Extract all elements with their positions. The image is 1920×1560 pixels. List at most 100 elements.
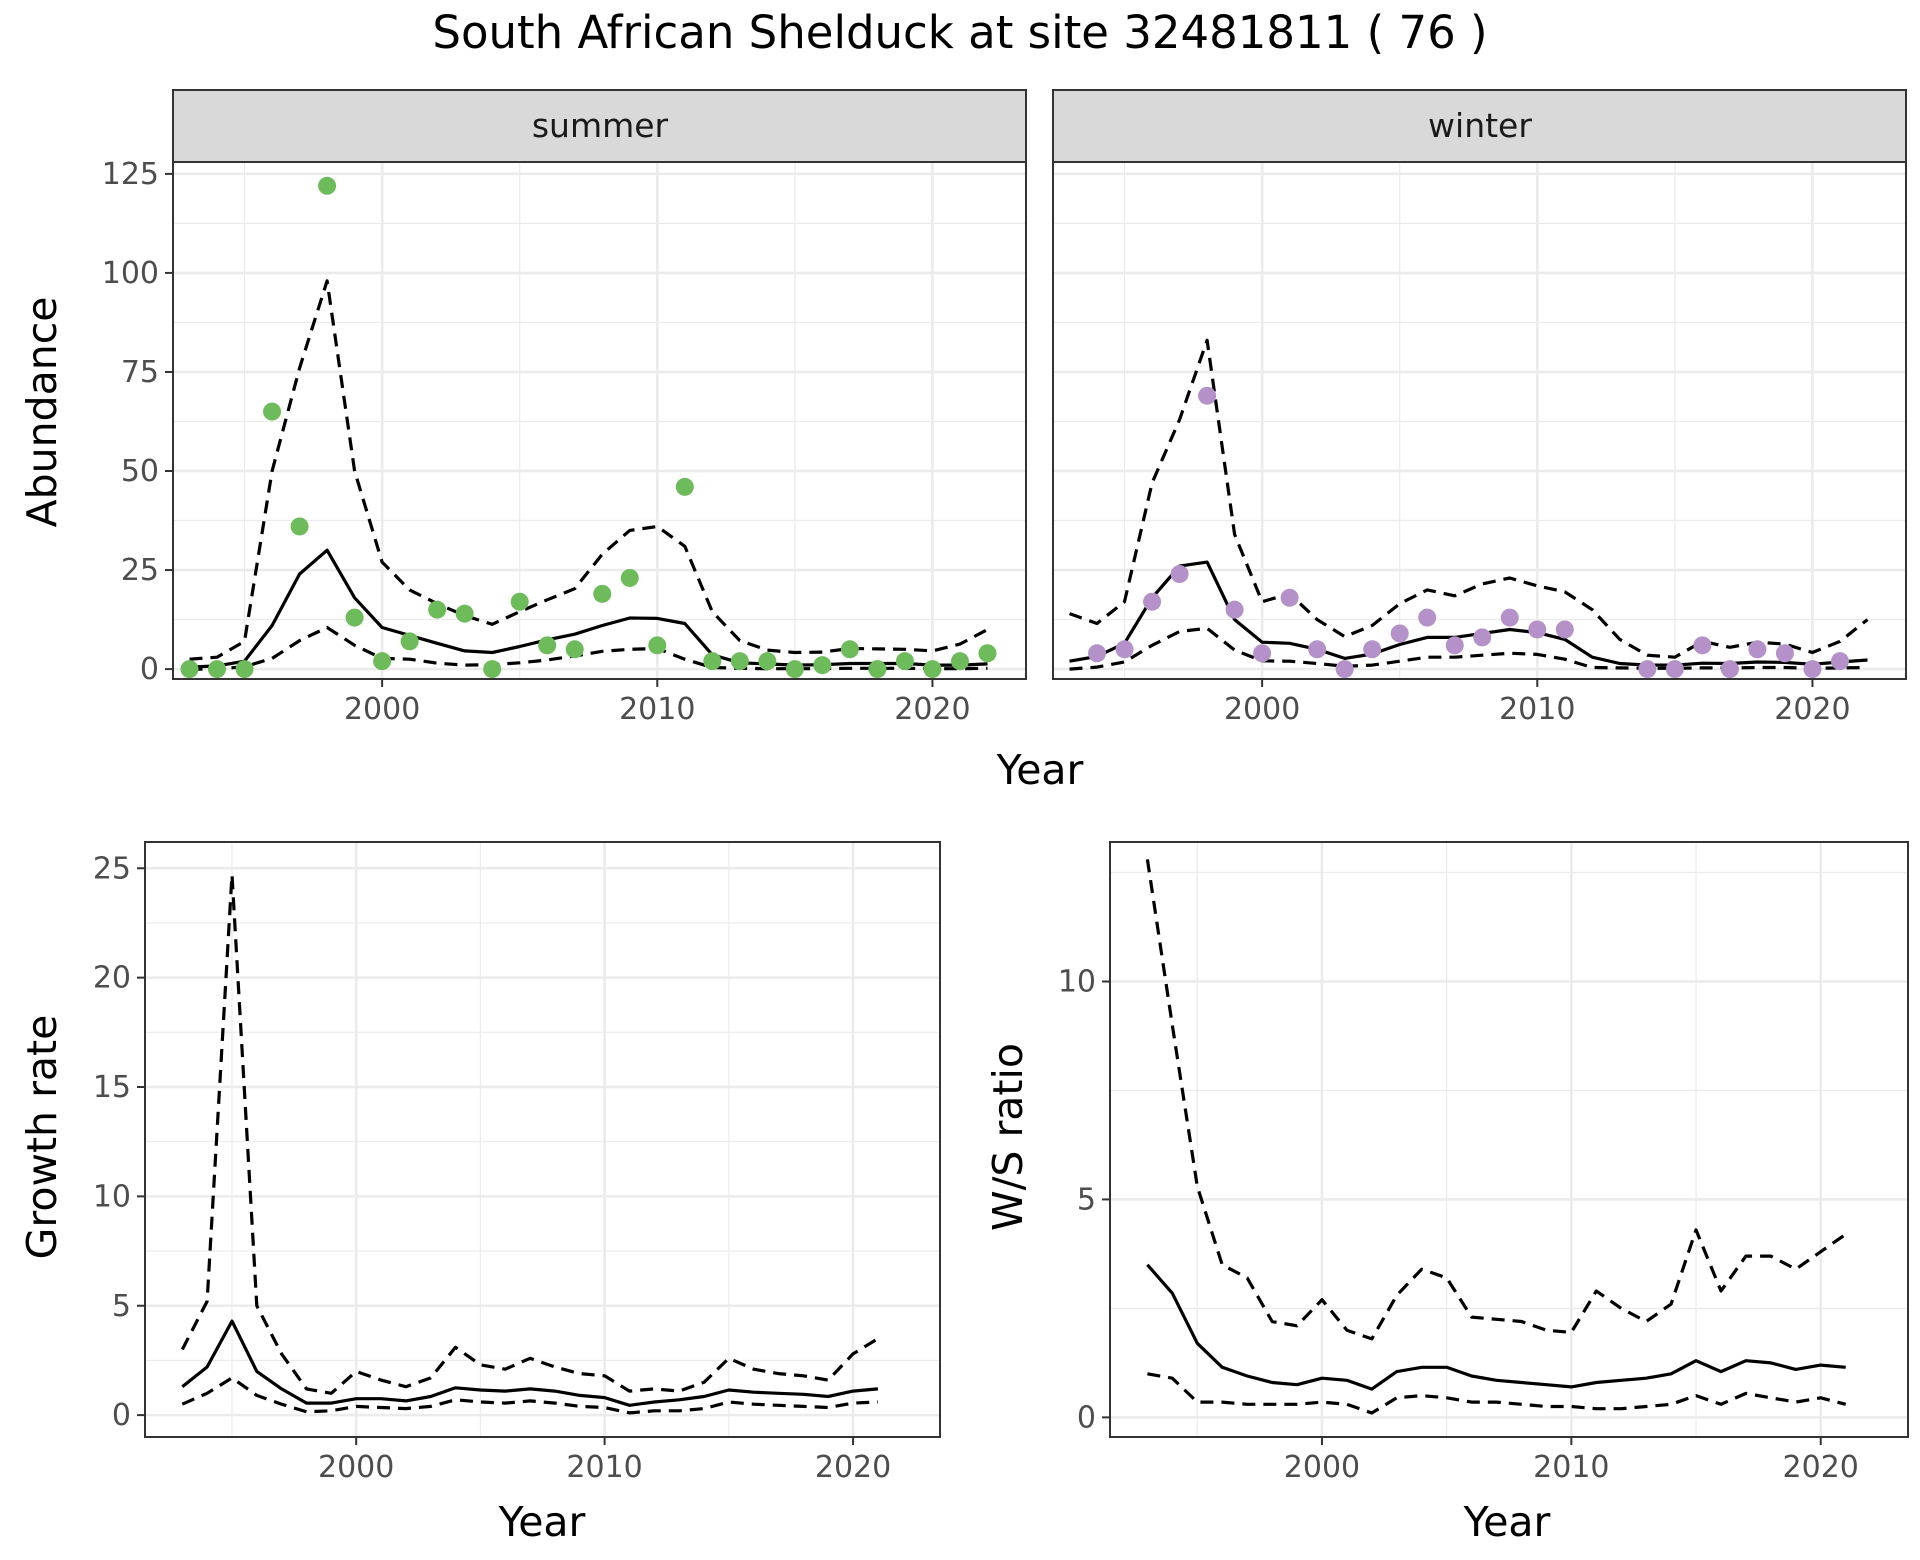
summer-data-point [593,584,612,603]
growth-y-tick-label: 5 [112,1289,131,1324]
ratio-y-tick-label: 5 [1077,1182,1096,1217]
summer-data-point [373,652,392,671]
summer-panel: summer 2000 2010 2020 0 25 50 75 100 125 [102,89,1027,727]
abundance-y-axis-label: Abundance [18,297,66,528]
winter-data-point [1638,660,1657,679]
winter-plot-area: 2000 2010 2020 [1052,161,1907,727]
growth-x-tick-label: 2010 [566,1450,642,1485]
summer-y-tick-label: 25 [121,553,159,588]
summer-data-point [758,652,777,671]
summer-x-tick-label: 2020 [894,692,970,727]
summer-y-tick-label: 0 [140,652,159,687]
summer-data-point [538,636,557,655]
growth-y-tick-label: 15 [93,1070,131,1105]
summer-plot-area: 2000 2010 2020 0 25 50 75 100 125 [102,157,1027,727]
growth-x-tick-label: 2020 [815,1450,891,1485]
winter-data-point [1308,640,1327,659]
summer-y-tick-label: 100 [102,256,159,291]
growth-upper-line [180,873,879,1395]
winter-data-point [1693,636,1712,655]
winter-data-point [1253,644,1272,663]
winter-data-point [1665,660,1684,679]
winter-upper-line [1068,338,1869,659]
winter-data-point [1500,608,1519,627]
winter-x-tick-label: 2020 [1774,692,1850,727]
figure-title: South African Shelduck at site 32481811 … [432,6,1487,59]
top-x-axis-label: Year [996,746,1084,794]
growth-estimate-line [181,1319,879,1407]
ratio-x-axis-label: Year [1463,1498,1551,1546]
summer-estimate-line [189,548,988,669]
winter-data-point [1775,644,1794,663]
summer-data-point [730,652,749,671]
winter-data-point [1363,640,1382,659]
ratio-x-tick-label: 2020 [1783,1450,1859,1485]
summer-data-point [675,477,694,496]
winter-data-point [1143,592,1162,611]
winter-data-point [1555,620,1574,639]
winter-data-point [1170,565,1189,584]
summer-y-tick-label: 50 [121,454,159,489]
winter-x-tick-label: 2000 [1224,692,1300,727]
winter-x-tick-label: 2010 [1499,692,1575,727]
summer-data-point [703,652,722,671]
summer-panel-border [172,161,1027,680]
winter-data-point [1445,636,1464,655]
summer-data-point [868,660,887,679]
winter-data-point [1390,624,1409,643]
ratio-panel-background [1110,842,1908,1437]
winter-data-point [1748,640,1767,659]
summer-x-tick-label: 2010 [619,692,695,727]
summer-strip-label: summer [532,106,669,145]
summer-data-point [180,660,199,679]
growth-y-tick-label: 25 [93,851,131,886]
winter-data-point [1803,660,1822,679]
summer-data-point [978,644,997,663]
winter-data-point [1720,660,1739,679]
ratio-y-axis-label: W/S ratio [984,1043,1032,1231]
growth-panel: 2000 2010 2020 0 5 10 15 20 25 [93,841,941,1485]
ratio-lower-line [1147,1372,1847,1415]
winter-strip [1052,89,1907,163]
ratio-panel: 2000 2010 2020 0 5 10 [1058,841,1909,1485]
ratio-plot-area: 2000 2010 2020 0 5 10 [1058,841,1909,1485]
summer-data-point [208,660,227,679]
winter-data-point [1088,644,1107,663]
ratio-y-tick-label: 10 [1058,964,1096,999]
winter-data-point [1418,608,1437,627]
winter-data-point [1830,652,1849,671]
summer-data-point [483,660,502,679]
ratio-x-tick-label: 2000 [1284,1450,1360,1485]
winter-strip-label: winter [1428,106,1532,145]
summer-data-point [620,568,639,587]
winter-data-point [1280,588,1299,607]
growth-y-axis-label: Growth rate [18,1015,66,1260]
winter-data-point [1225,600,1244,619]
growth-lower-line [181,1376,878,1415]
growth-x-axis-label: Year [498,1498,586,1546]
winter-panel-background [1053,162,1906,679]
summer-data-point [840,640,859,659]
summer-data-point [263,402,282,421]
ratio-panel-border [1109,841,1909,1438]
summer-x-tick-label: 2000 [344,692,420,727]
summer-y-tick-label: 125 [102,157,159,192]
summer-data-point [510,592,529,611]
growth-panel-background [145,842,940,1437]
summer-data-point [455,604,474,623]
winter-data-point [1335,660,1354,679]
summer-strip [172,89,1027,163]
winter-data-point [1473,628,1492,647]
summer-data-point [813,656,832,675]
summer-data-point [290,517,309,536]
summer-data-point [235,660,254,679]
summer-y-tick-label: 75 [121,355,159,390]
summer-data-point [785,660,804,679]
growth-y-tick-label: 0 [112,1398,131,1433]
summer-data-point [648,636,667,655]
winter-data-point [1528,620,1547,639]
ratio-y-tick-label: 0 [1077,1400,1096,1435]
ratio-x-tick-label: 2010 [1533,1450,1609,1485]
growth-x-tick-label: 2000 [318,1450,394,1485]
